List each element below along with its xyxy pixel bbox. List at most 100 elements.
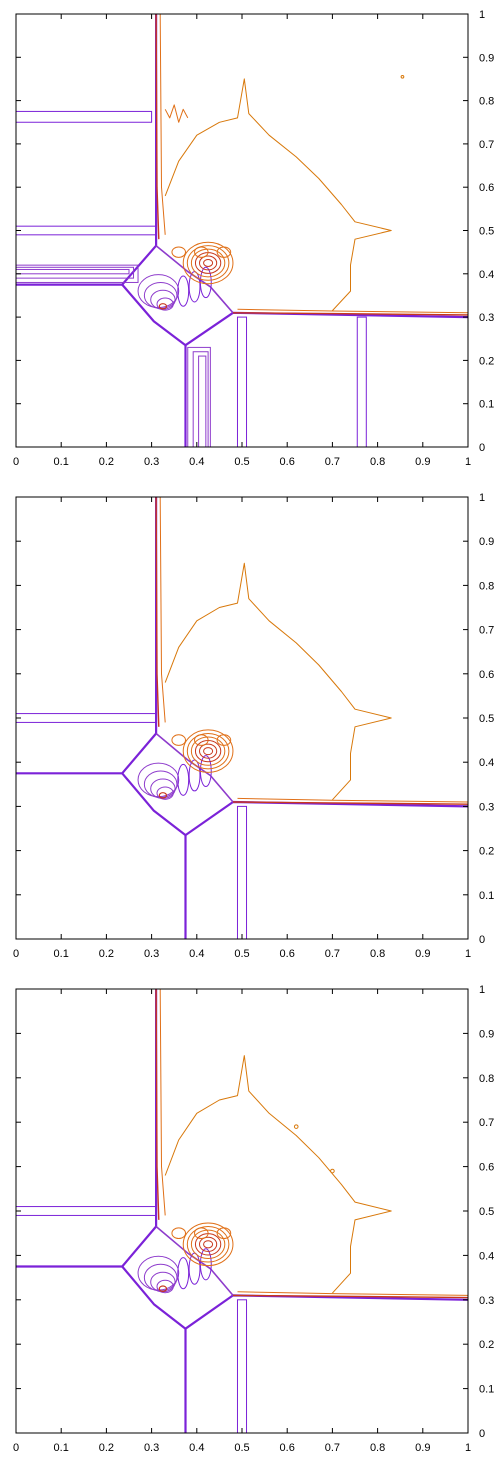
band-vertical-red: [155, 988, 160, 1220]
contact-line: [155, 1225, 234, 1296]
band-vertical-red: [155, 13, 160, 240]
y-tick-label: 0.5: [479, 1206, 494, 1218]
x-tick-label: 0.5: [234, 456, 249, 468]
y-tick-label: 0.6: [479, 669, 494, 681]
spurious-strip-0.5v: [236, 316, 248, 448]
jet-head-ring-3: [190, 736, 226, 766]
plot-frame: [15, 13, 469, 448]
y-tick-label: 0.7: [479, 1117, 494, 1129]
spurious-strip-0.4-2: [15, 268, 130, 275]
x-tick-label: 0.9: [415, 948, 430, 960]
small-eddy-0: [171, 1227, 187, 1240]
jet-head-ring-0: [203, 1240, 214, 1249]
isolated-contour-a: [293, 1124, 299, 1129]
jet-head-ring-0: [203, 747, 214, 756]
y-tick-label: 0: [479, 442, 485, 454]
y-tick-label: 0.6: [479, 182, 494, 194]
jet-head-ring-5: [182, 241, 234, 285]
y-tick-label: 0.7: [479, 625, 494, 637]
x-tick-label: 0.6: [280, 948, 295, 960]
shock-front-lower: [121, 1265, 187, 1433]
spurious-strip-0.4v-2: [198, 355, 207, 448]
y-tick-label: 0.2: [479, 355, 494, 367]
y-tick-label: 0.8: [479, 1073, 494, 1085]
x-tick-label: 0.3: [144, 456, 159, 468]
y-tick-label: 0.5: [479, 226, 494, 238]
spurious-strip-0.5: [15, 713, 157, 723]
y-tick-label: 0.2: [479, 1339, 494, 1351]
small-eddy-2: [216, 734, 232, 746]
small-eddy-1: [194, 246, 209, 258]
band-horizontal-red: [232, 1294, 469, 1299]
vortex-core: [158, 303, 168, 310]
y-tick-label: 1: [479, 492, 485, 504]
jet-head-ring-4: [186, 1226, 230, 1263]
y-tick-label: 0.4: [479, 1250, 494, 1262]
x-tick-label: 0.8: [370, 948, 385, 960]
x-tick-label: 0.1: [54, 948, 69, 960]
y-tick-label: 0.3: [479, 312, 494, 324]
y-tick-label: 0.6: [479, 1162, 494, 1174]
shock-front-right: [184, 311, 469, 347]
y-tick-label: 0.3: [479, 801, 494, 813]
band-horizontal-orange: [237, 797, 469, 803]
y-tick-label: 0.7: [479, 139, 494, 151]
y-tick-label: 0.2: [479, 846, 494, 858]
jet-head-ring-1: [199, 1236, 218, 1252]
y-tick-label: 1: [479, 984, 485, 996]
chart-panel-bottom: 0 0.1 0.2 0.3 0.4 0.5 0.6 0.7 0.8 0.9 100.10.20.30…: [13, 984, 494, 1454]
x-tick-label: 0.9: [415, 456, 430, 468]
jet-head-ring-1: [199, 255, 218, 271]
x-tick-label: 0.2: [99, 1442, 114, 1454]
plot-frame: [15, 988, 469, 1434]
shock-front-lower: [121, 283, 187, 447]
x-tick-label: 0.2: [99, 948, 114, 960]
vortex-ring-3: [137, 274, 180, 309]
y-tick-label: 0: [479, 1428, 485, 1440]
x-tick-label: 0.1: [54, 456, 69, 468]
x-tick-label: 0: [13, 456, 19, 468]
band-vertical-orange: [159, 988, 166, 1216]
x-tick-label: 0.5: [234, 1442, 249, 1454]
y-tick-label: 0.1: [479, 399, 494, 411]
x-tick-label: 0.1: [54, 1442, 69, 1454]
y-tick-label: 0.3: [479, 1295, 494, 1307]
x-tick-label: 1: [465, 1442, 471, 1454]
jet-head-ring-1: [199, 743, 218, 759]
roll-up-ring-0: [177, 763, 190, 796]
y-tick-label: 0.4: [479, 757, 494, 769]
band-horizontal-red: [232, 312, 469, 316]
jet-head-ring-4: [186, 245, 230, 281]
shock-front-right: [184, 1294, 469, 1330]
spurious-strip-0.5: [15, 225, 157, 236]
y-tick-label: 0.1: [479, 1384, 494, 1396]
x-tick-label: 0.6: [280, 1442, 295, 1454]
y-tick-label: 0.9: [479, 536, 494, 548]
spurious-strip-0.4-1: [15, 266, 135, 279]
y-tick-label: 0.5: [479, 713, 494, 725]
x-tick-label: 0: [13, 1442, 19, 1454]
x-tick-label: 0.7: [325, 1442, 340, 1454]
x-tick-label: 0.8: [370, 456, 385, 468]
oscillation-top: [164, 104, 189, 123]
vortex-core: [158, 792, 168, 799]
isolated-contour: [400, 74, 405, 79]
chart-panel-middle: 0 0.1 0.2 0.3 0.4 0.5 0.6 0.7 0.8 0.9 100.10.20.30…: [13, 492, 494, 960]
band-vertical-orange: [159, 496, 166, 723]
spurious-strip-0.76v: [356, 316, 367, 448]
outer-density-contour: [164, 1055, 392, 1294]
x-tick-label: 0.9: [415, 1442, 430, 1454]
band-horizontal-orange: [237, 308, 469, 314]
x-tick-label: 0.3: [144, 1442, 159, 1454]
jet-head-ring-3: [190, 248, 226, 278]
shock-front-upper-left: [16, 14, 158, 286]
x-tick-label: 0.7: [325, 456, 340, 468]
roll-up-ring-0: [177, 275, 190, 307]
shock-front-lower: [121, 772, 187, 939]
y-tick-label: 0.1: [479, 890, 494, 902]
contact-line: [155, 732, 234, 803]
small-eddy-2: [216, 246, 232, 258]
band-vertical-red: [155, 496, 160, 727]
roll-up-ring-0: [177, 1257, 190, 1290]
